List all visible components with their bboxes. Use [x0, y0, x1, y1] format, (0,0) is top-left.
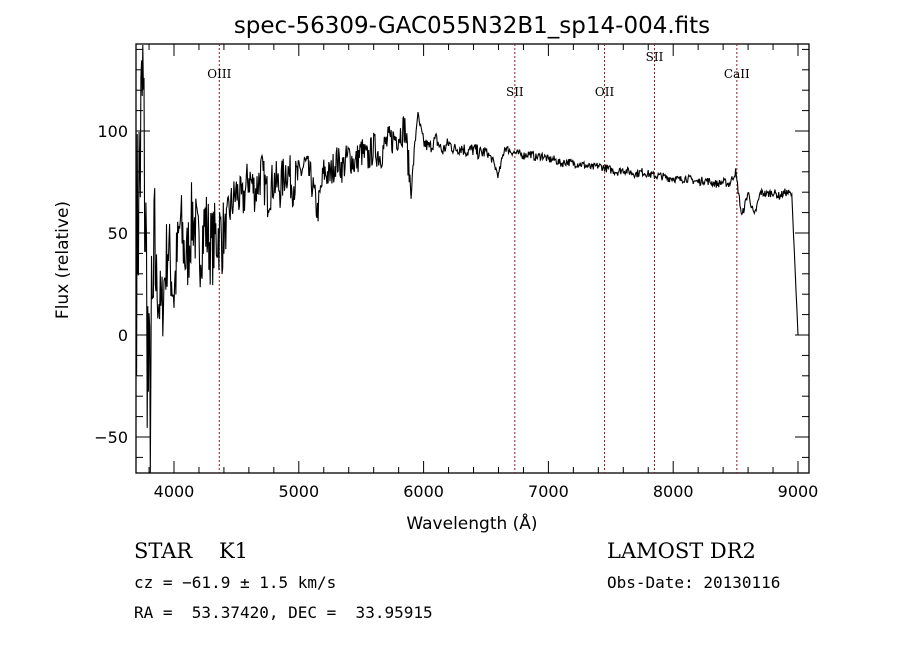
x-tick-label: 9000 — [778, 482, 819, 501]
x-tick-label: 6000 — [403, 482, 444, 501]
chart-title: spec-56309-GAC055N32B1_sp14-004.fits — [234, 13, 710, 39]
coordinates-info: RA = 53.37420, DEC = 33.95915 — [134, 603, 433, 622]
line-label: SII — [646, 50, 664, 64]
x-tick-label: 5000 — [278, 482, 319, 501]
x-axis-label: Wavelength (Å) — [406, 512, 537, 534]
x-tick-label: 4000 — [154, 482, 195, 501]
observation-date: Obs-Date: 20130116 — [607, 573, 781, 592]
y-tick-label: −50 — [94, 428, 128, 447]
line-label: CaII — [724, 67, 750, 81]
x-tick-label: 7000 — [528, 482, 569, 501]
redshift-info: cz = −61.9 ± 1.5 km/s — [134, 573, 337, 592]
object-class: STAR K1 — [134, 539, 248, 563]
subclass-value: K1 — [218, 539, 248, 563]
line-label: OIII — [207, 67, 231, 81]
y-tick-label: 50 — [108, 224, 128, 243]
line-label: OII — [595, 85, 615, 99]
y-tick-label: 100 — [97, 122, 128, 141]
line-label: SII — [506, 85, 524, 99]
y-tick-label: 0 — [118, 326, 128, 345]
y-axis-label: Flux (relative) — [53, 201, 73, 319]
spectrum-line — [136, 44, 799, 474]
plot-frame — [135, 43, 810, 474]
class-value: STAR — [134, 539, 193, 563]
x-tick-label: 8000 — [653, 482, 694, 501]
survey-name: LAMOST DR2 — [607, 539, 756, 563]
